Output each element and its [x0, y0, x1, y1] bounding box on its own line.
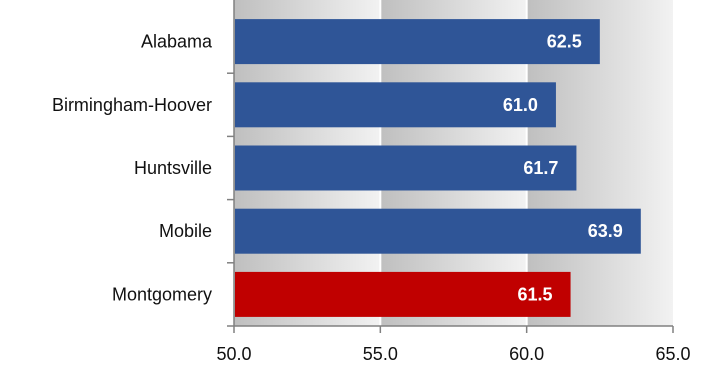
bar-alabama: [235, 19, 600, 65]
data-label: 61.0: [503, 95, 538, 115]
bar-birmingham-hoover: [235, 82, 556, 128]
category-label: Mobile: [159, 221, 212, 241]
axes: [227, 0, 674, 333]
category-label: Alabama: [141, 32, 213, 52]
bar-mobile: [235, 208, 641, 254]
bar-huntsville: [235, 145, 577, 191]
x-tick-label: 60.0: [509, 344, 544, 364]
x-tick-label: 55.0: [363, 344, 398, 364]
x-tick-label: 50.0: [216, 344, 251, 364]
data-label: 61.7: [523, 158, 558, 178]
bar-montgomery: [235, 271, 571, 317]
category-label: Huntsville: [134, 158, 212, 178]
data-label: 63.9: [588, 221, 623, 241]
bars: [235, 19, 641, 317]
x-tick-label: 65.0: [655, 344, 690, 364]
data-label: 62.5: [547, 32, 582, 52]
labels: 62.5 Alabama 61.0 Birmingham-Hoover 61.7 Hunt…: [52, 32, 691, 364]
category-label: Birmingham-Hoover: [52, 95, 212, 115]
data-label: 61.5: [518, 284, 553, 304]
category-label: Montgomery: [112, 284, 212, 304]
